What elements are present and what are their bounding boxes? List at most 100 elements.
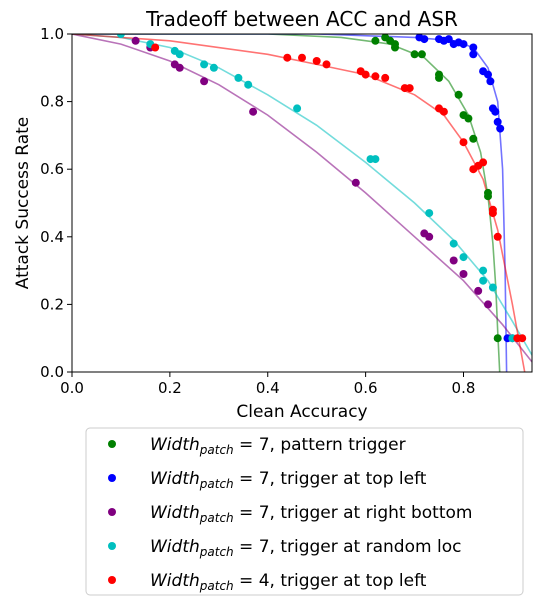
legend-box [85,427,524,596]
data-point-series-4 [459,138,468,147]
data-point-series-2 [425,232,434,241]
data-point-series-4 [283,53,292,62]
data-point-series-0 [454,90,463,99]
fit-curve-series-3 [72,34,532,356]
legend-label-2: Widthpatch = 7, trigger at right bottom [150,503,472,525]
data-point-series-3 [425,209,434,218]
y-axis: 0.0 0.2 0.4 0.6 0.8 1.0 [40,25,72,381]
legend-text-rest: = 7, trigger at top left [234,469,427,489]
plot-frame [71,33,533,373]
chart-title: Tradeoff between ACC and ASR [145,7,458,31]
y-tick-label: 0.4 [40,228,64,246]
data-point-series-3 [209,63,218,72]
data-point-series-3 [293,104,302,113]
data-point-series-0 [469,134,478,143]
data-point-series-0 [484,192,492,201]
y-tick-label: 0.0 [40,363,64,381]
data-point-series-2 [484,300,492,309]
data-point-series-1 [484,70,492,79]
x-axis: 0.0 0.2 0.4 0.6 0.8 [60,372,475,397]
data-point-series-3 [116,34,125,38]
legend-marker-0 [108,440,116,448]
data-point-series-0 [391,43,399,52]
data-point-series-2 [459,270,468,278]
data-point-series-1 [444,35,453,44]
legend-math-name: Width [150,537,200,557]
data-point-series-4 [488,209,497,218]
y-tick-label: 0.2 [40,295,64,313]
data-point-series-1 [486,77,495,86]
data-point-series-4 [361,70,370,79]
data-point-series-1 [493,117,502,126]
data-point-series-4 [493,232,502,241]
x-axis-label: Clean Accuracy [236,402,367,422]
data-point-series-4 [298,53,306,62]
data-point-series-2 [200,77,209,86]
data-point-series-4 [405,84,414,93]
data-point-series-3 [234,73,243,82]
x-tick-label: 0.0 [60,379,84,397]
data-point-series-4 [151,43,160,52]
data-point-series-3 [488,283,497,292]
data-point-series-2 [474,286,483,295]
data-point-series-0 [410,50,419,59]
data-point-series-3 [200,60,209,69]
legend-text-rest: = 7, trigger at right bottom [234,503,473,523]
data-point-series-1 [420,35,429,44]
data-point-series-2 [351,178,360,187]
legend-marker-2 [108,508,116,516]
legend-marker-4 [108,576,116,584]
legend-math-name: Width [150,435,200,455]
fit-curve-series-0 [72,34,501,372]
legend-math-name: Width [150,503,200,523]
fit-curve-series-1 [72,34,508,372]
legend-math-name: Width [150,469,200,489]
data-point-series-0 [493,334,502,343]
x-tick-label: 0.6 [354,379,378,397]
data-point-series-1 [469,43,478,52]
data-point-series-3 [449,239,458,248]
data-point-series-0 [371,36,380,45]
data-point-series-3 [175,50,184,59]
y-tick-label: 1.0 [40,25,64,43]
data-point-series-1 [491,107,500,116]
x-tick-label: 0.2 [158,379,182,397]
legend-math-subscript: patch [199,579,234,593]
legend-label-4: Widthpatch = 4, trigger at top left [150,571,427,593]
data-points-layer [116,34,527,343]
data-point-series-4 [439,107,448,116]
legend-text-rest: = 7, trigger at random loc [234,537,462,557]
fit-curve-series-2 [72,34,532,363]
data-point-series-4 [322,60,331,69]
fit-curves-layer [72,34,532,372]
data-point-series-4 [371,72,380,81]
legend: Widthpatch = 7, pattern triggerWidthpatc… [108,435,472,593]
data-point-series-2 [175,63,184,72]
legend-label-0: Widthpatch = 7, pattern trigger [150,435,406,457]
fit-curve-series-4 [72,34,526,372]
legend-math-subscript: patch [199,477,234,491]
legend-math-subscript: patch [199,511,234,525]
data-point-series-0 [417,50,426,59]
data-point-series-3 [479,266,488,275]
data-point-series-3 [371,155,380,164]
y-axis-label: Attack Success Rate [13,117,33,290]
legend-text-rest: = 4, trigger at top left [234,571,427,591]
x-tick-label: 0.4 [256,379,280,397]
data-point-series-2 [449,256,458,265]
data-point-series-0 [464,114,473,123]
data-point-series-4 [381,73,390,82]
legend-marker-3 [108,542,116,550]
data-point-series-4 [479,158,488,167]
legend-math-name: Width [150,571,200,591]
data-point-series-1 [496,124,505,133]
data-point-series-3 [479,276,488,285]
data-point-series-4 [312,57,321,65]
y-tick-label: 0.8 [40,93,64,111]
data-point-series-4 [518,334,527,343]
y-tick-label: 0.6 [40,160,64,178]
legend-label-1: Widthpatch = 7, trigger at top left [150,469,427,491]
legend-text-rest: = 7, pattern trigger [234,435,406,455]
legend-marker-1 [108,474,116,482]
